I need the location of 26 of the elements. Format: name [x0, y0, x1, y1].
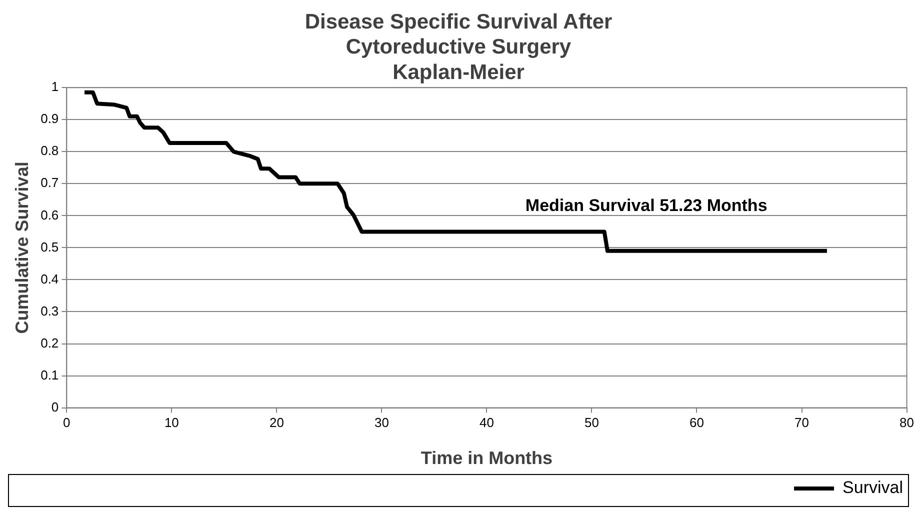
y-tick-label: 0.8 — [40, 143, 59, 158]
y-tick-label: 0.5 — [40, 239, 59, 254]
y-tick-label: 0 — [51, 399, 59, 414]
x-tick-label: 60 — [690, 415, 704, 430]
y-tick-label: 0.7 — [40, 175, 59, 190]
chart-subtitle: Kaplan-Meier — [392, 60, 524, 84]
x-axis-title: Time in Months — [420, 448, 553, 468]
y-tick-label: 0.9 — [40, 111, 59, 126]
chart-title: Disease Specific Survival After Cytoreductive Surgery — [304, 10, 612, 59]
x-tick-label: 30 — [374, 415, 389, 430]
legend-label: Survival — [842, 478, 904, 498]
y-tick-label: 0.6 — [40, 207, 59, 222]
x-tick-label: 80 — [900, 415, 914, 430]
x-tick-label: 40 — [479, 415, 494, 430]
y-tick-label: 0.2 — [40, 335, 59, 350]
x-tick-label: 10 — [164, 415, 179, 430]
x-tick-label: 50 — [584, 415, 599, 430]
y-tick-label: 0.3 — [40, 303, 59, 318]
y-tick-label: 0.1 — [40, 367, 59, 382]
y-tick-label: 1 — [51, 79, 59, 94]
x-tick-label: 70 — [794, 415, 809, 430]
annotation: Median Survival 51.23 Months — [525, 196, 768, 215]
y-tick-label: 0.4 — [40, 271, 59, 286]
x-tick-label: 20 — [269, 415, 284, 430]
x-tick-label: 0 — [63, 415, 70, 430]
y-axis-title: Cumulative Survival — [12, 162, 32, 334]
